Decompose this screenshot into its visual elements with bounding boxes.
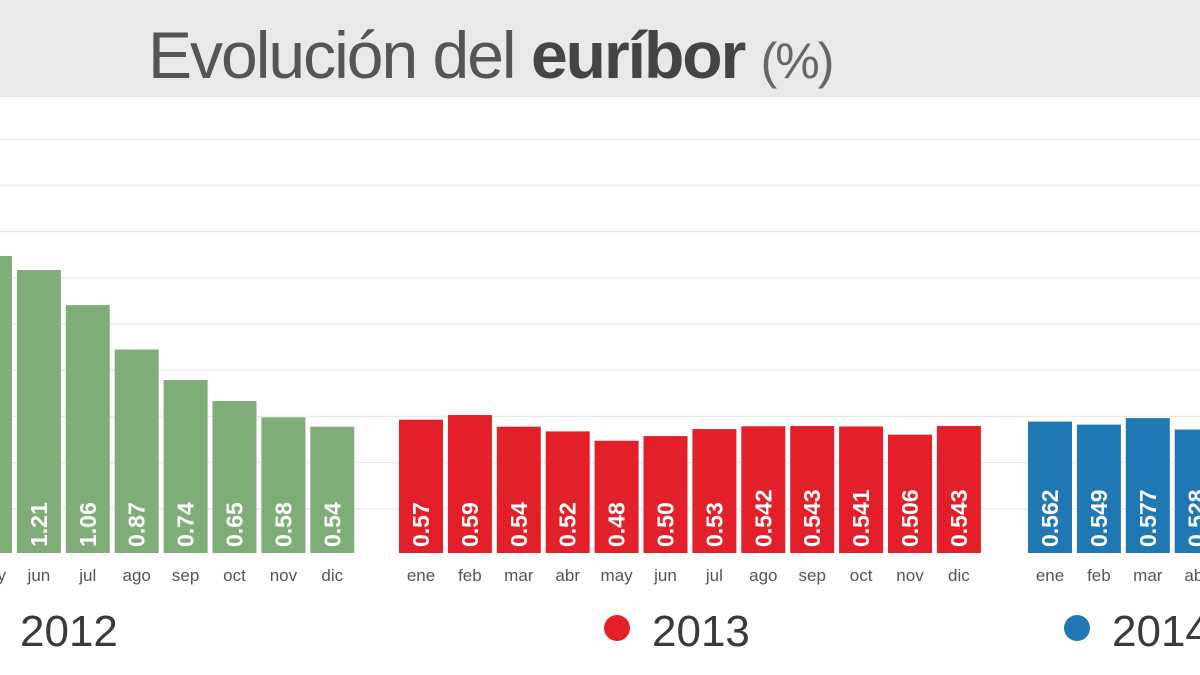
x-tick-label: sep	[172, 566, 199, 585]
legend-label: 2012	[20, 607, 118, 656]
bar	[936, 426, 981, 553]
value-label: 0.58	[270, 502, 296, 547]
value-label: 0.562	[1037, 489, 1063, 547]
x-tick-label: abr	[555, 566, 580, 585]
x-tick-label: jun	[27, 566, 51, 585]
chart-title: Evolución del euríbor (%)	[148, 18, 832, 92]
legend-dot	[1064, 615, 1090, 641]
legend-label: 2014	[1112, 607, 1200, 656]
x-tick-label: ene	[407, 566, 435, 585]
value-label: 0.59	[457, 502, 483, 547]
x-tick-label: mar	[504, 566, 534, 585]
value-label: 0.50	[653, 502, 679, 547]
x-tick-label: dic	[321, 566, 343, 585]
bar	[1028, 421, 1072, 553]
bar	[114, 349, 159, 553]
x-tick-label: may	[601, 566, 634, 585]
bar	[692, 429, 737, 553]
value-label: 0.54	[506, 502, 532, 547]
value-label: 1.21	[26, 502, 52, 547]
value-label: 0.48	[604, 502, 630, 547]
value-label: 0.543	[946, 489, 972, 547]
title-band	[0, 0, 1200, 97]
x-tick-label: ene	[1036, 566, 1064, 585]
bar	[496, 426, 541, 553]
x-tick-label: may	[0, 566, 7, 585]
x-tick-label: jul	[705, 566, 723, 585]
bar	[16, 270, 61, 553]
bar	[310, 426, 355, 553]
x-tick-label: jul	[78, 566, 96, 585]
plot: 1.27 may 1.21 jun 1.06 jul 0.87 ago 0.74 sep 0.65 o…	[0, 256, 1200, 656]
x-tick-label: ago	[749, 566, 777, 585]
bar	[643, 436, 688, 553]
bar	[65, 305, 110, 553]
x-tick-label: feb	[458, 566, 482, 585]
title-bold: euríbor	[531, 18, 746, 92]
value-label: 0.87	[124, 502, 150, 547]
x-tick-label: dic	[948, 566, 970, 585]
value-label: 0.543	[799, 489, 825, 547]
value-label: 0.65	[222, 502, 248, 547]
value-label: 1.27	[0, 502, 3, 547]
bar	[212, 401, 257, 553]
value-label: 0.549	[1086, 489, 1112, 547]
x-tick-label: feb	[1087, 566, 1111, 585]
value-label: 0.528	[1184, 489, 1200, 547]
bar	[447, 415, 492, 553]
bar	[1125, 418, 1170, 553]
bar	[1174, 429, 1200, 553]
bar	[594, 440, 639, 553]
value-label: 0.542	[750, 489, 776, 547]
bar	[545, 431, 590, 553]
value-label: 0.54	[319, 502, 345, 547]
x-tick-label: nov	[270, 566, 298, 585]
x-tick-label: jun	[653, 566, 677, 585]
bar	[163, 379, 208, 553]
value-label: 1.06	[75, 502, 101, 547]
x-tick-label: ago	[123, 566, 151, 585]
x-tick-label: mar	[1133, 566, 1163, 585]
title-text: Evolución del	[148, 18, 515, 92]
bar	[261, 417, 306, 553]
bar	[399, 419, 443, 553]
x-tick-label: oct	[850, 566, 873, 585]
x-tick-label: sep	[798, 566, 825, 585]
value-label: 0.506	[897, 489, 923, 547]
value-label: 0.57	[408, 502, 434, 547]
title-unit: (%)	[761, 33, 833, 89]
bar	[741, 426, 786, 553]
value-label: 0.52	[555, 502, 581, 547]
bar	[839, 426, 884, 553]
x-tick-label: oct	[223, 566, 246, 585]
legend-label: 2013	[652, 607, 750, 656]
value-label: 0.577	[1135, 489, 1161, 547]
bar	[888, 434, 932, 553]
value-label: 0.541	[848, 489, 874, 547]
value-label: 0.74	[173, 502, 199, 547]
x-tick-label: nov	[896, 566, 924, 585]
bar	[1076, 424, 1121, 553]
legend-dot	[604, 615, 630, 641]
value-label: 0.53	[701, 502, 727, 547]
x-tick-label: abr	[1184, 566, 1200, 585]
bar	[0, 256, 12, 553]
bar	[790, 426, 835, 553]
